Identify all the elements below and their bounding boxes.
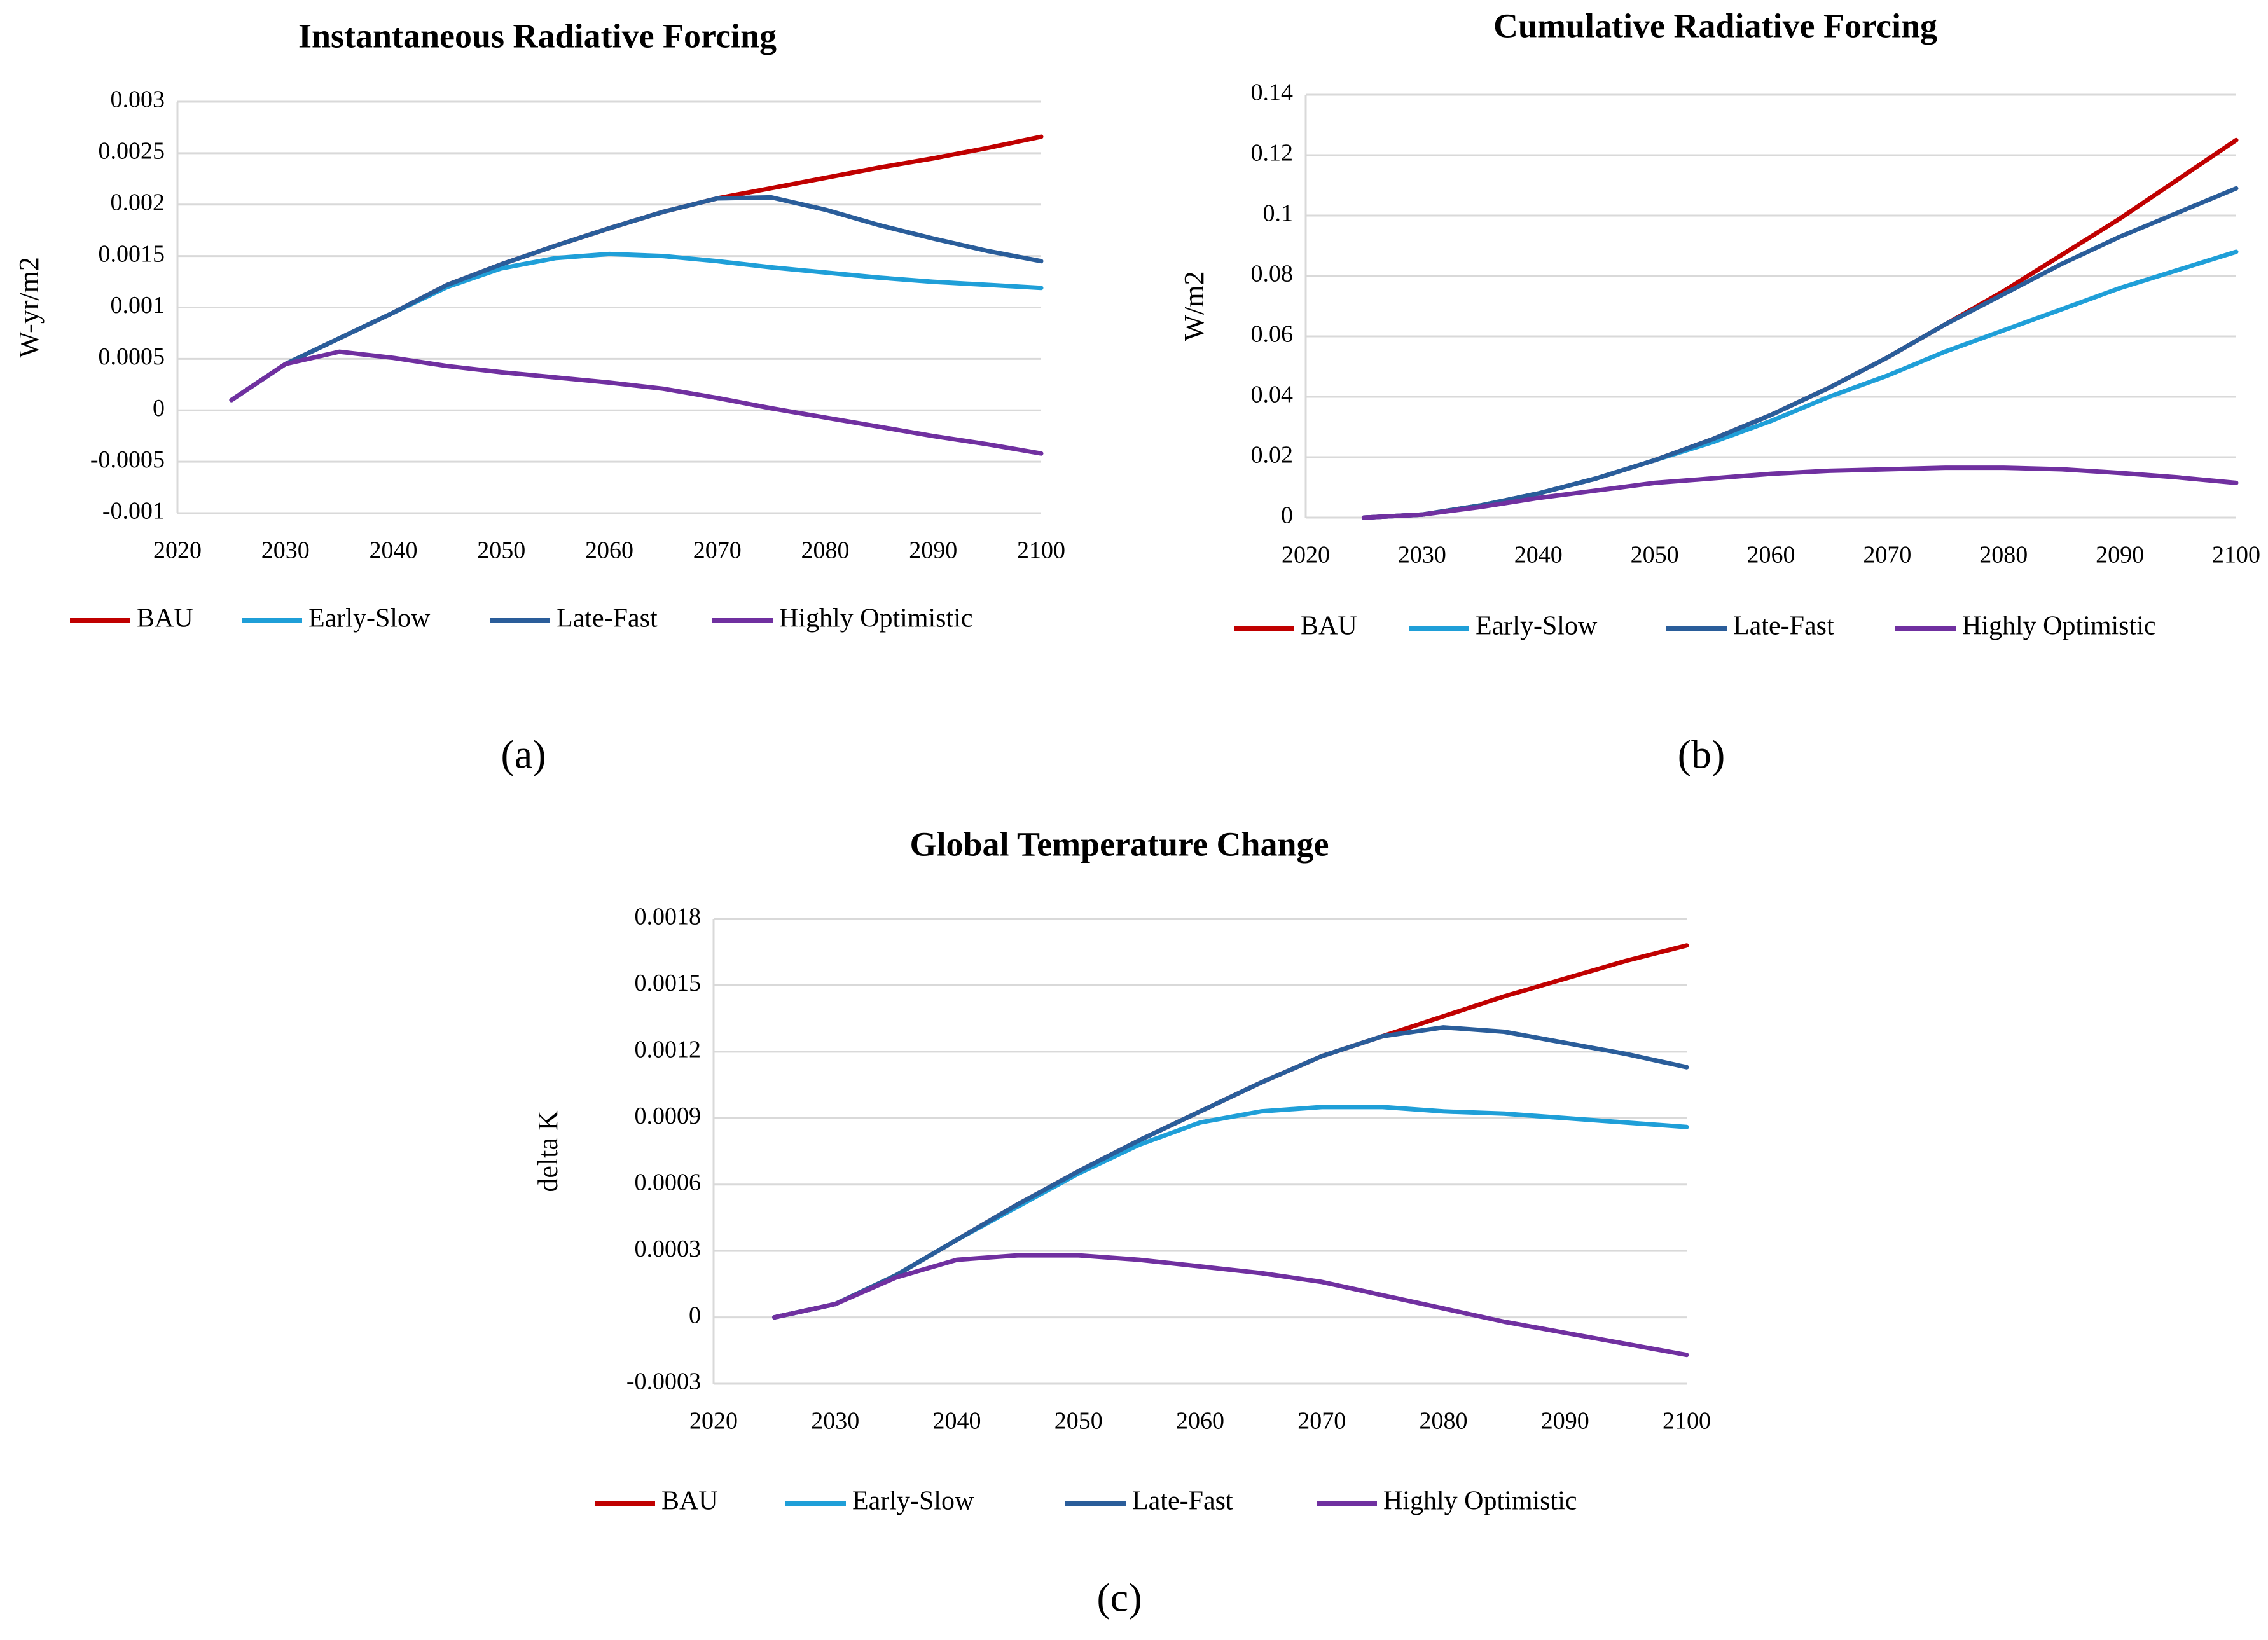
y-tick-label: 0.08	[1251, 261, 1294, 287]
y-tick-label: 0.0018	[635, 904, 702, 930]
panel-caption: (b)	[1678, 732, 1725, 777]
panel-caption: (a)	[501, 732, 546, 777]
legend-label: Late-Fast	[557, 604, 658, 633]
x-tick-label: 2040	[933, 1408, 981, 1435]
x-tick-label: 2050	[1054, 1408, 1103, 1435]
x-tick-label: 2020	[689, 1408, 738, 1435]
y-tick-label: 0.02	[1251, 442, 1294, 469]
x-tick-label: 2030	[1398, 542, 1446, 568]
legend-label: Highly Optimistic	[1383, 1487, 1577, 1516]
x-tick-label: 2090	[1541, 1408, 1589, 1435]
x-tick-label: 2070	[693, 537, 742, 564]
legend-label: Early-Slow	[308, 604, 431, 633]
x-tick-label: 2030	[811, 1408, 859, 1435]
x-tick-label: 2040	[1514, 542, 1563, 568]
series-line	[1361, 137, 2239, 520]
series-line	[1361, 249, 2239, 520]
y-axis-label: W/m2	[1179, 272, 1210, 341]
y-axis-label: delta K	[532, 1110, 564, 1192]
x-tick-label: 2040	[370, 537, 418, 564]
x-tick-label: 2080	[801, 537, 850, 564]
y-tick-label: 0.0015	[635, 970, 702, 996]
legend-label: Early-Slow	[1476, 612, 1598, 641]
y-tick-label: -0.0003	[626, 1368, 701, 1395]
y-tick-label: 0.12	[1251, 140, 1294, 167]
x-tick-label: 2070	[1863, 542, 1911, 568]
y-tick-label: 0.0009	[635, 1103, 702, 1129]
x-tick-label: 2070	[1297, 1408, 1346, 1435]
y-tick-label: -0.001	[102, 498, 165, 525]
legend-label: BAU	[661, 1487, 718, 1516]
legend-label: BAU	[137, 604, 193, 633]
y-tick-label: 0.0003	[635, 1236, 702, 1262]
x-tick-label: 2050	[477, 537, 525, 564]
x-tick-label: 2050	[1631, 542, 1679, 568]
y-tick-label: 0	[153, 395, 165, 422]
x-tick-label: 2080	[1420, 1408, 1468, 1435]
legend-label: Late-Fast	[1733, 612, 1834, 641]
y-tick-label: 0.0025	[99, 138, 165, 165]
legend-label: Highly Optimistic	[779, 604, 973, 633]
x-tick-label: 2060	[585, 537, 633, 564]
chart-title: Instantaneous Radiative Forcing	[298, 17, 777, 55]
y-tick-label: 0.06	[1251, 321, 1294, 348]
y-tick-label: 0.001	[111, 292, 165, 319]
series-line	[1361, 465, 2239, 520]
legend-label: Highly Optimistic	[1962, 612, 2156, 641]
series-line	[772, 1025, 1689, 1320]
panel-caption: (c)	[1096, 1575, 1142, 1620]
x-tick-label: 2090	[909, 537, 957, 564]
y-axis-label: W-yr/m2	[13, 257, 45, 358]
y-tick-label: 0	[689, 1302, 701, 1328]
y-tick-label: 0.1	[1263, 200, 1294, 227]
x-tick-label: 2020	[153, 537, 202, 564]
x-tick-label: 2100	[1663, 1408, 1711, 1435]
y-tick-label: 0.0012	[635, 1037, 702, 1063]
y-tick-label: 0.04	[1251, 382, 1294, 408]
x-tick-label: 2080	[1979, 542, 2028, 568]
x-tick-label: 2090	[2096, 542, 2144, 568]
x-tick-label: 2100	[1017, 537, 1065, 564]
chart-title: Cumulative Radiative Forcing	[1493, 6, 1937, 45]
x-tick-label: 2020	[1282, 542, 1330, 568]
series-line	[229, 134, 1044, 403]
x-tick-label: 2060	[1176, 1408, 1224, 1435]
y-tick-label: 0	[1281, 502, 1293, 529]
series-line	[229, 251, 1044, 403]
chart-title: Global Temperature Change	[909, 825, 1329, 863]
y-tick-label: 0.0015	[99, 240, 165, 267]
series-line	[772, 943, 1689, 1320]
series-line	[772, 1105, 1689, 1320]
y-tick-label: -0.0005	[90, 446, 165, 473]
y-tick-label: 0.002	[111, 189, 165, 216]
legend-label: Early-Slow	[852, 1487, 974, 1516]
x-tick-label: 2100	[2212, 542, 2260, 568]
x-tick-label: 2030	[261, 537, 310, 564]
legend-label: Late-Fast	[1132, 1487, 1233, 1516]
y-tick-label: 0.14	[1251, 79, 1294, 106]
series-line	[229, 349, 1044, 456]
series-line	[229, 195, 1044, 403]
series-line	[1361, 186, 2239, 520]
legend-label: BAU	[1301, 612, 1357, 641]
y-tick-label: 0.0005	[99, 343, 165, 370]
y-tick-label: 0.003	[111, 86, 165, 113]
x-tick-label: 2060	[1747, 542, 1795, 568]
y-tick-label: 0.0006	[635, 1169, 702, 1196]
series-line	[772, 1253, 1689, 1358]
